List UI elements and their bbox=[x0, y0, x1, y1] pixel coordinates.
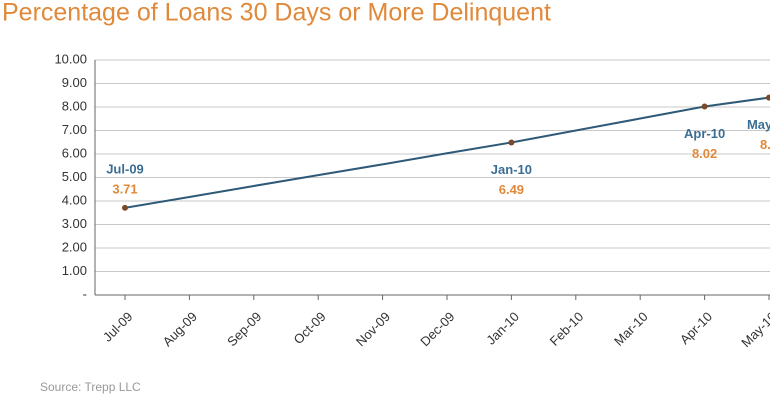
source-note: Source: Trepp LLC bbox=[40, 380, 141, 394]
y-tick-label: 7.00 bbox=[62, 122, 87, 137]
data-line bbox=[124, 96, 770, 209]
x-tick-label: Aug-09 bbox=[160, 309, 200, 349]
data-label: 8.02 bbox=[692, 146, 717, 161]
data-point bbox=[122, 204, 128, 211]
y-tick-label: 4.00 bbox=[62, 192, 87, 207]
data-point bbox=[508, 139, 515, 146]
x-tick-label: Sep-09 bbox=[224, 309, 264, 349]
data-label: 3.71 bbox=[112, 181, 137, 196]
data-point bbox=[701, 103, 708, 110]
y-tick-label: 9.00 bbox=[62, 75, 87, 90]
y-tick-label: - bbox=[83, 286, 87, 301]
x-tick-label: Jan-10 bbox=[483, 309, 522, 348]
y-tick-label: 5.00 bbox=[62, 169, 87, 184]
y-tick-label: 10.00 bbox=[54, 51, 87, 66]
data-point bbox=[766, 94, 770, 101]
chart-title: Percentage of Loans 30 Days or More Deli… bbox=[2, 0, 551, 27]
x-tick-label: Jul-09 bbox=[100, 309, 136, 345]
y-tick-label: 8.00 bbox=[62, 98, 87, 113]
x-tick-label: Feb-10 bbox=[547, 309, 587, 349]
x-tick-label: Apr-10 bbox=[677, 309, 715, 347]
point-category-label: Apr-10 bbox=[684, 126, 725, 141]
x-tick-label: Dec-09 bbox=[417, 309, 457, 349]
point-category-label: May-10 bbox=[747, 117, 770, 132]
y-tick-label: 6.00 bbox=[62, 145, 87, 160]
point-category-label: Jan-10 bbox=[491, 162, 532, 177]
y-tick-label: 2.00 bbox=[62, 239, 87, 254]
point-category-label: Jul-09 bbox=[106, 161, 144, 176]
data-label: 6.49 bbox=[499, 182, 524, 197]
x-tick-label: Nov-09 bbox=[353, 309, 393, 349]
x-tick-label: May-10 bbox=[738, 309, 770, 350]
x-tick-label: Mar-10 bbox=[611, 309, 651, 349]
x-tick-label: Oct-09 bbox=[291, 309, 329, 347]
data-label: 8.4 bbox=[760, 137, 770, 152]
y-tick-label: 1.00 bbox=[62, 263, 87, 278]
y-tick-label: 3.00 bbox=[62, 216, 87, 231]
